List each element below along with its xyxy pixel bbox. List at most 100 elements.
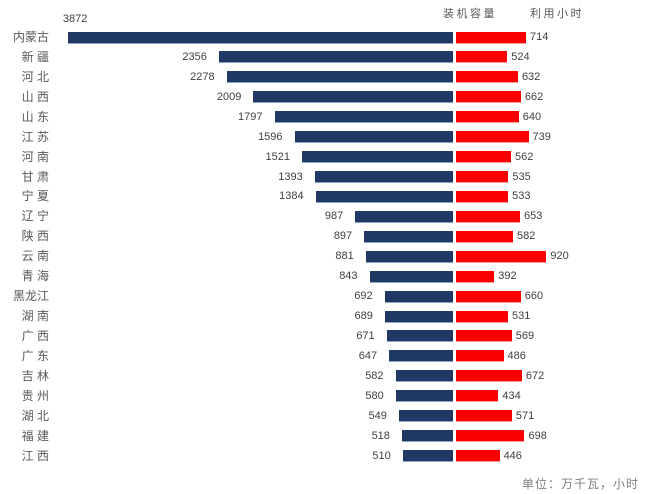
capacity-bar [365,250,454,263]
capacity-bar [226,71,454,84]
hours-bar [455,171,509,183]
legend-hours-label: 利用小时 [530,8,584,20]
hours-value: 533 [512,190,531,203]
capacity-bar [384,310,454,323]
province-label: 湖 南 [21,309,49,324]
capacity-value: 510 [372,449,391,462]
province-row: 山 东 1797 640 [0,107,657,127]
hours-bar [455,310,508,323]
province-label: 黑龙江 [12,289,49,304]
capacity-value: 580 [365,389,384,402]
province-label: 广 西 [21,328,49,343]
hours-bar [455,31,527,44]
hours-value: 640 [522,110,542,123]
province-label: 山 西 [21,89,49,104]
capacity-value: 692 [354,290,373,303]
province-label: 福 建 [21,428,49,443]
hours-value: 582 [517,230,536,243]
province-label: 内蒙古 [12,30,49,44]
capacity-value: 549 [368,409,387,422]
capacity-bar [314,171,454,183]
capacity-bar [395,370,454,383]
province-row: 内蒙古 3872 714 [0,13,657,47]
province-row: 湖 北 549 571 [0,406,657,426]
hours-bar [455,51,508,64]
capacity-bar [398,410,454,423]
capacity-bar [253,91,454,104]
hours-bar [455,111,519,124]
province-label: 新 疆 [21,49,49,64]
hours-bar [455,230,513,243]
capacity-bar [274,111,454,124]
capacity-bar [315,190,454,203]
capacity-bar [395,390,454,403]
hours-bar [455,151,512,164]
province-label: 河 北 [21,69,49,84]
capacity-bar [218,51,454,64]
province-label: 青 海 [21,269,49,284]
province-label: 云 南 [21,249,49,264]
province-row: 山 西 2009 662 [0,87,657,107]
province-row: 江 苏 1596 739 [0,127,657,147]
capacity-value: 689 [354,310,373,323]
hours-bar [455,131,529,144]
province-row: 吉 林 582 672 [0,366,657,386]
capacity-value: 582 [365,369,384,382]
province-row: 河 南 1521 562 [0,147,657,167]
hours-value: 562 [515,150,534,163]
hours-bar [455,250,547,263]
province-row: 贵 州 580 434 [0,386,657,406]
hours-value: 486 [507,349,526,362]
province-row: 广 东 647 486 [0,346,657,366]
capacity-value: 647 [358,349,378,362]
hours-bar [455,290,521,303]
province-label: 吉 林 [21,368,49,383]
capacity-value: 843 [339,270,358,283]
hours-bar [455,91,521,104]
capacity-value: 1596 [258,130,283,143]
capacity-bar [386,330,454,343]
hours-bar [455,370,522,383]
capacity-value: 1521 [265,150,291,163]
capacity-value: 2356 [182,50,207,63]
capacity-value: 518 [371,429,390,442]
capacity-value: 1384 [279,190,304,203]
province-label: 辽 宁 [21,209,49,224]
hours-value: 535 [512,170,531,183]
capacity-value: 987 [324,210,344,223]
province-row: 辽 宁 987 653 [0,206,657,226]
capacity-bar [364,230,454,243]
hours-bar [455,210,521,223]
province-label: 陕 西 [21,229,49,244]
capacity-bar [355,210,454,223]
capacity-bar [67,31,454,44]
hours-bar [455,430,525,443]
capacity-value: 2278 [190,70,215,83]
province-label: 河 南 [21,149,49,164]
hours-value: 569 [515,329,535,342]
hours-value: 632 [521,70,541,83]
province-row: 青 海 843 392 [0,266,657,286]
unit-note: 单位：万千瓦，小时 [521,477,639,491]
hours-value: 392 [498,270,517,283]
hours-value: 739 [532,130,551,143]
province-label: 湖 北 [21,408,49,423]
hours-bar [455,71,518,84]
hours-bar [455,350,504,363]
hours-value: 653 [524,210,543,223]
hours-value: 714 [530,31,549,43]
province-label: 广 东 [21,348,49,363]
province-label: 宁 夏 [21,189,49,204]
legend-capacity-label: 装机容量 [443,8,497,20]
capacity-bar [389,350,454,363]
hours-value: 531 [511,310,531,323]
capacity-bar [384,290,454,303]
province-row: 湖 南 689 531 [0,306,657,326]
capacity-value: 1797 [238,110,263,123]
hours-value: 660 [524,290,544,303]
province-row: 新 疆 2356 524 [0,47,657,67]
hours-value: 672 [525,369,545,382]
capacity-value: 671 [356,329,375,342]
province-label: 江 苏 [21,129,49,144]
